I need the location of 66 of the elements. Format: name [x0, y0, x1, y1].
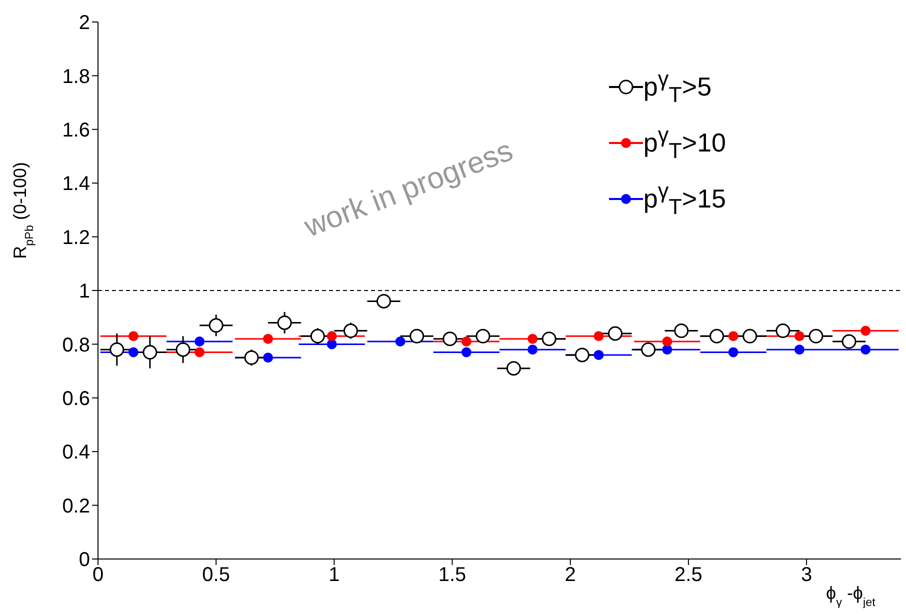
x-axis-title: ϕ$_{γ}$ -ϕ$_{jet}$ — [826, 583, 876, 608]
point — [574, 348, 590, 362]
y-tick-label: 2 — [78, 12, 90, 34]
point — [128, 347, 138, 358]
point — [674, 324, 689, 338]
point — [410, 328, 424, 344]
point — [476, 328, 490, 344]
point — [461, 347, 472, 358]
point — [277, 315, 292, 330]
point — [776, 324, 790, 338]
point — [142, 345, 158, 360]
x-tick-label: 2.5 — [674, 564, 702, 586]
legend-label: p$^{γ}$$_{T}$>10 — [643, 122, 726, 164]
y-tick-label: 0.8 — [62, 334, 90, 356]
point — [860, 344, 871, 355]
y-tick-label: 1.2 — [62, 226, 90, 249]
point — [194, 347, 205, 358]
point — [263, 352, 274, 363]
y-tick-label: 0 — [78, 549, 90, 572]
point — [728, 347, 738, 358]
point — [244, 350, 259, 365]
point — [194, 336, 205, 347]
point — [343, 324, 358, 338]
point — [506, 361, 521, 376]
point — [442, 332, 458, 346]
point — [326, 331, 337, 342]
point — [794, 344, 804, 355]
point — [208, 318, 224, 333]
point — [728, 331, 738, 342]
point — [542, 332, 556, 346]
x-tick-label: 3 — [800, 564, 812, 586]
point — [842, 334, 856, 349]
point — [742, 328, 758, 344]
point — [608, 326, 622, 341]
x-tick-label: 1 — [328, 564, 340, 586]
point — [808, 328, 824, 344]
point — [461, 336, 472, 347]
point — [395, 336, 406, 347]
point — [594, 350, 604, 360]
legend-label: p$^{γ}$$_{T}$>15 — [643, 178, 726, 220]
point — [710, 328, 724, 344]
point — [263, 334, 274, 344]
legend-label: p$^{γ}$$_{T}$>5 — [643, 66, 712, 108]
point — [528, 334, 538, 344]
y-tick-label: 0.4 — [62, 442, 90, 464]
point — [794, 331, 804, 342]
x-tick-label: 2 — [564, 564, 576, 586]
point — [860, 326, 871, 336]
point — [594, 331, 604, 342]
point — [528, 344, 538, 355]
point — [662, 344, 672, 355]
point — [176, 342, 190, 357]
point — [641, 342, 656, 357]
y-tick-label: 1.8 — [62, 66, 90, 88]
y-tick-label: 1.6 — [62, 120, 90, 142]
y-tick-label: 1.4 — [62, 173, 90, 196]
point — [376, 294, 392, 308]
point — [662, 336, 672, 347]
y-tick-label: 1 — [78, 280, 90, 303]
point — [310, 328, 325, 344]
point — [128, 331, 138, 342]
x-tick-label: 1.5 — [438, 564, 466, 586]
y-tick-label: 0.2 — [62, 495, 90, 518]
x-tick-label: 0.5 — [202, 564, 230, 586]
y-tick-label: 0.6 — [62, 388, 90, 410]
point — [110, 342, 124, 357]
